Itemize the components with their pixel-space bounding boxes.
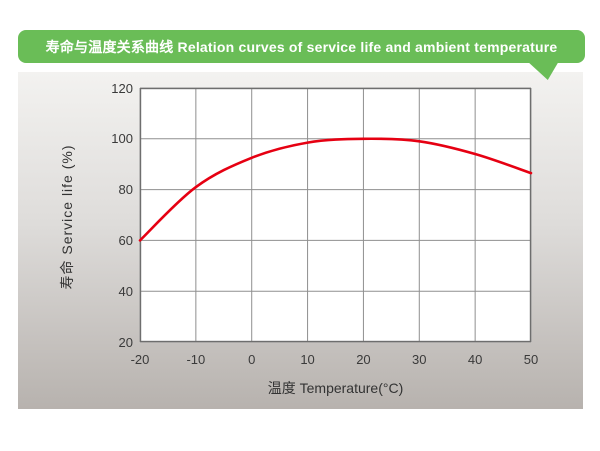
y-tick-label: 40 [118, 283, 133, 299]
x-tick-label: 30 [412, 352, 427, 367]
x-tick-label: 0 [248, 352, 256, 367]
x-tick-label: 50 [523, 352, 539, 367]
y-tick-label: 120 [111, 80, 133, 96]
header-banner: 寿命与温度关系曲线 Relation curves of service lif… [18, 30, 585, 63]
x-tick-label: 10 [300, 352, 315, 367]
x-axis-label: 温度 Temperature(°C) [267, 380, 404, 396]
chart-panel: 寿命 Service life (%) -20 -10 0 10 20 30 40 50 20 4… [18, 72, 583, 409]
y-tick-label: 100 [111, 131, 133, 147]
y-axis-label: 寿命 Service life (%) [59, 144, 75, 290]
plot-area [138, 87, 533, 343]
banner-title: 寿命与温度关系曲线 Relation curves of service lif… [45, 38, 558, 55]
plot-background [140, 88, 531, 342]
plot-svg [138, 87, 533, 343]
plot-border [140, 88, 531, 343]
service-life-curve [138, 137, 533, 242]
y-tick-label: 80 [118, 182, 133, 198]
x-tick-label: -20 [130, 352, 150, 367]
y-tick-label: 60 [118, 232, 133, 248]
x-tick-label: -10 [186, 352, 206, 367]
x-tick-label: 40 [467, 352, 483, 367]
y-tick-label: 20 [118, 334, 133, 350]
x-tick-label: 20 [356, 352, 371, 367]
